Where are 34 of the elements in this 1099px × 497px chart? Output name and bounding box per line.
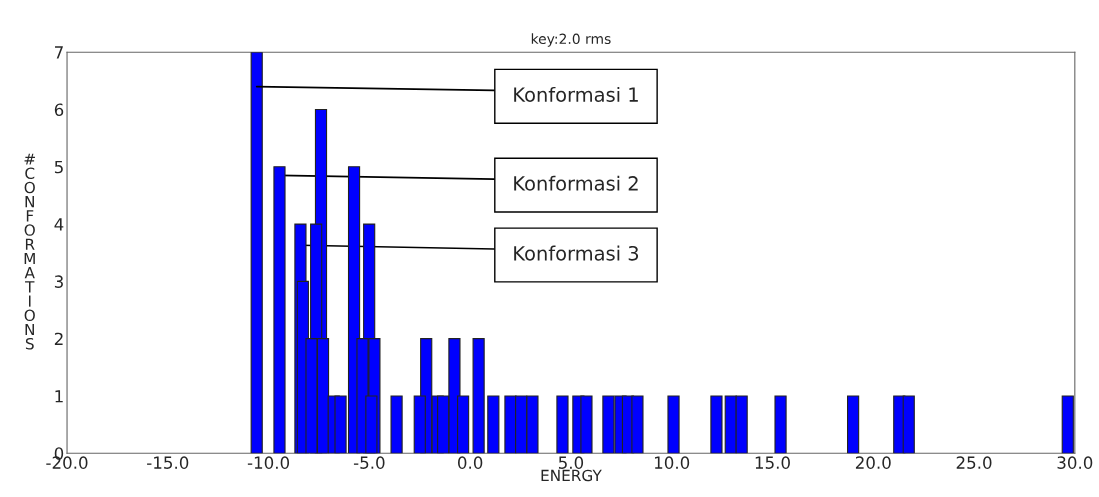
y-tick-label: 2: [54, 332, 63, 345]
bar: [556, 395, 569, 454]
bar: [774, 395, 787, 454]
x-tick-label: -5.0: [353, 456, 385, 469]
y-tick-label: 4: [54, 218, 64, 231]
x-tick-label: 20.0: [855, 456, 891, 469]
bar: [847, 395, 860, 454]
x-tick-label: 30.0: [1057, 456, 1093, 469]
annotation: Konformasi 1: [514, 86, 638, 102]
bar: [273, 166, 286, 454]
x-tick-label: 5.0: [558, 456, 584, 469]
x-tick-label: -10.0: [247, 456, 290, 469]
annotation: Konformasi 3: [514, 245, 639, 261]
y-tick-label: 1: [55, 390, 63, 403]
bar: [487, 395, 500, 454]
text: #CONFORMATIONS: [24, 153, 35, 350]
x-tick-label: 25.0: [956, 456, 992, 469]
bar: [472, 338, 485, 454]
annotation: Konformasi 2: [514, 175, 638, 191]
y-tick-label: 7: [55, 46, 63, 59]
y-tick-label: 6: [54, 103, 64, 117]
x-axis-title: ENERGY: [541, 469, 602, 482]
bar: [710, 395, 723, 454]
x-tick-label: 0.0: [458, 456, 483, 469]
x-tick-label: -15.0: [147, 456, 189, 469]
y-tick-label: 3: [54, 275, 63, 288]
y-tick-label: 5: [54, 160, 63, 174]
bar: [667, 395, 680, 454]
chart-title: key:2.0 rms: [531, 33, 611, 47]
bar: [250, 52, 263, 454]
bar: [390, 395, 403, 454]
bar: [1061, 395, 1074, 454]
x-tick-label: 15.0: [755, 456, 790, 469]
x-tick-label: 10.0: [654, 456, 690, 469]
